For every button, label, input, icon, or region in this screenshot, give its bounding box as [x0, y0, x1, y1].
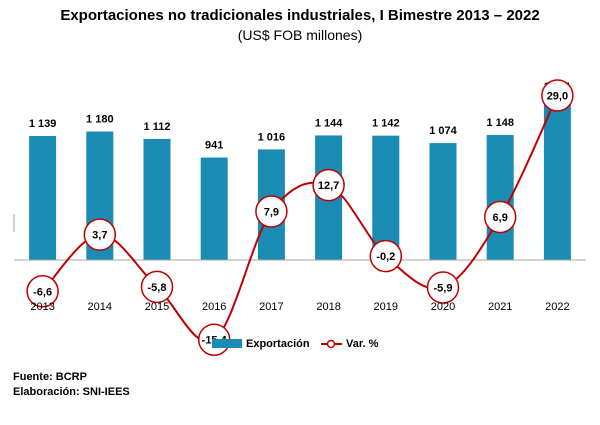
credit-note: Elaboración: SNI-IEES: [13, 386, 130, 398]
markers-layer: -6,63,7-5,8-15,47,912,7-0,2-5,96,929,0: [26, 79, 574, 356]
var-marker-2014: [83, 218, 117, 251]
source-note: Fuente: BCRP: [13, 371, 87, 383]
variation-line: [41, 95, 559, 343]
var-marker-2017: [255, 195, 288, 228]
bar-label-2017: 1 016: [258, 131, 286, 143]
bar-2016: [200, 157, 228, 260]
chart-title: Exportaciones no tradicionales industria…: [60, 7, 540, 24]
var-marker-2021: [483, 200, 517, 234]
var-label-2021: 6,9: [493, 212, 508, 224]
var-marker-2020: [426, 271, 460, 304]
legend-label-exportacion: Exportación: [246, 338, 310, 350]
x-tick-2015: 2015: [145, 301, 169, 313]
line-layer: [41, 95, 559, 343]
var-marker-2022: [541, 79, 574, 112]
var-marker-2013: [26, 275, 59, 308]
var-label-2013: -6,6: [33, 286, 52, 298]
legend-marker-var: [326, 339, 336, 349]
bar-2019: [372, 135, 400, 260]
legend-swatch-exportacion: [212, 339, 242, 348]
bar-2015: [143, 138, 171, 260]
bar-2021: [486, 135, 514, 260]
chart-subtitle: (US$ FOB millones): [237, 27, 363, 43]
var-marker-2018: [312, 168, 345, 202]
var-label-2015: -5,8: [148, 282, 167, 294]
x-tick-2014: 2014: [88, 301, 112, 313]
bar-2013: [29, 136, 57, 260]
legend-label-var: Var. %: [346, 338, 379, 350]
bar-label-2018: 1 144: [315, 117, 343, 129]
var-label-2019: -0,2: [376, 251, 395, 263]
x-tick-2016: 2016: [202, 301, 226, 313]
var-label-2020: -5,9: [434, 282, 453, 294]
bar-2020: [429, 143, 457, 260]
bar-label-2021: 1 148: [486, 117, 514, 129]
bar-label-2016: 941: [205, 140, 223, 152]
var-label-2018: 12,7: [318, 180, 339, 192]
bar-label-2019: 1 142: [372, 118, 400, 130]
x-tick-2017: 2017: [259, 301, 283, 313]
bar-label-2014: 1 180: [86, 114, 114, 126]
x-tick-2020: 2020: [431, 301, 455, 313]
x-tick-2021: 2021: [488, 301, 512, 313]
x-ticks-layer: 2013 2014 2015 2016 2017 2018 2019 2020 2021 2022: [30, 301, 569, 313]
var-label-2017: 7,9: [264, 207, 279, 219]
var-marker-2015: [140, 270, 174, 304]
bar-2022: [543, 98, 571, 261]
x-tick-2022: 2022: [545, 301, 569, 313]
var-marker-2019: [369, 239, 403, 273]
bars-layer: [29, 98, 571, 261]
var-label-2022: 29,0: [547, 91, 568, 103]
bar-label-2015: 1 112: [144, 121, 171, 133]
x-tick-2018: 2018: [316, 301, 340, 313]
legend: Exportación Var. %: [212, 338, 379, 350]
var-label-2014: 3,7: [92, 230, 107, 242]
x-tick-2013: 2013: [30, 301, 54, 313]
bar-label-2013: 1 139: [29, 118, 57, 130]
bar-label-2020: 1 074: [429, 125, 457, 137]
x-tick-2019: 2019: [374, 301, 398, 313]
